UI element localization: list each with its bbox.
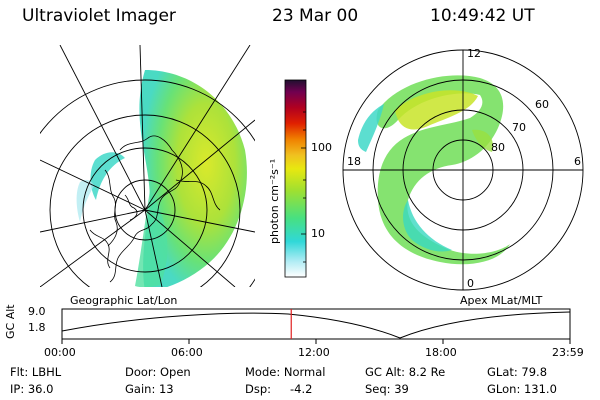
colorbar-unit-label: photon cm⁻²s⁻¹ <box>268 158 281 244</box>
filter-info: Flt: LBHL <box>10 365 62 379</box>
instrument-title: Ultraviolet Imager <box>22 6 176 26</box>
time-tick-0600: 06:00 <box>171 346 203 359</box>
mlat-label-80: 80 <box>491 141 505 154</box>
apex-polar-plot <box>342 49 584 291</box>
time-tick-1200: 12:00 <box>298 346 330 359</box>
mlt-label-12: 12 <box>467 47 481 60</box>
gc-alt-top-value: 9.0 <box>28 305 46 318</box>
geographic-panel-label: Geographic Lat/Lon <box>70 294 178 307</box>
mlat-label-70: 70 <box>512 121 526 134</box>
ip-info: IP: 36.0 <box>10 382 54 396</box>
colorbar-tick-10: 10 <box>311 227 325 240</box>
gc-alt-bottom-value: 1.8 <box>28 321 46 334</box>
colorbar-tick-100: 100 <box>311 141 332 154</box>
mlat-label-60: 60 <box>535 98 549 111</box>
geographic-map <box>40 45 255 287</box>
time-tick-1800: 18:00 <box>425 346 457 359</box>
seq-info: Seq: 39 <box>365 382 409 396</box>
colorbar <box>284 79 307 278</box>
dsp-value: -4.2 <box>290 382 313 396</box>
gc-alt-info: GC Alt: 8.2 Re <box>365 365 446 379</box>
gc-alt-axis-label: GC Alt <box>4 304 17 339</box>
observation-time: 10:49:42 UT <box>430 6 535 26</box>
mlt-label-18: 18 <box>347 155 361 168</box>
mlt-label-0: 0 <box>467 277 474 290</box>
glon-info: GLon: 131.0 <box>487 382 557 396</box>
mlt-label-6: 6 <box>574 155 581 168</box>
time-tick-2359: 23:59 <box>552 346 584 359</box>
mode-info: Mode: Normal <box>245 365 326 379</box>
apex-panel-label: Apex MLat/MLT <box>460 294 543 307</box>
time-tick-0000: 00:00 <box>44 346 76 359</box>
glat-info: GLat: 79.8 <box>487 365 548 379</box>
dsp-label: Dsp: <box>245 382 272 396</box>
door-info: Door: Open <box>125 365 191 379</box>
gain-info: Gain: 13 <box>125 382 174 396</box>
observation-date: 23 Mar 00 <box>272 6 359 26</box>
colorbar-ticks <box>301 111 306 263</box>
altitude-timeline <box>61 308 571 344</box>
